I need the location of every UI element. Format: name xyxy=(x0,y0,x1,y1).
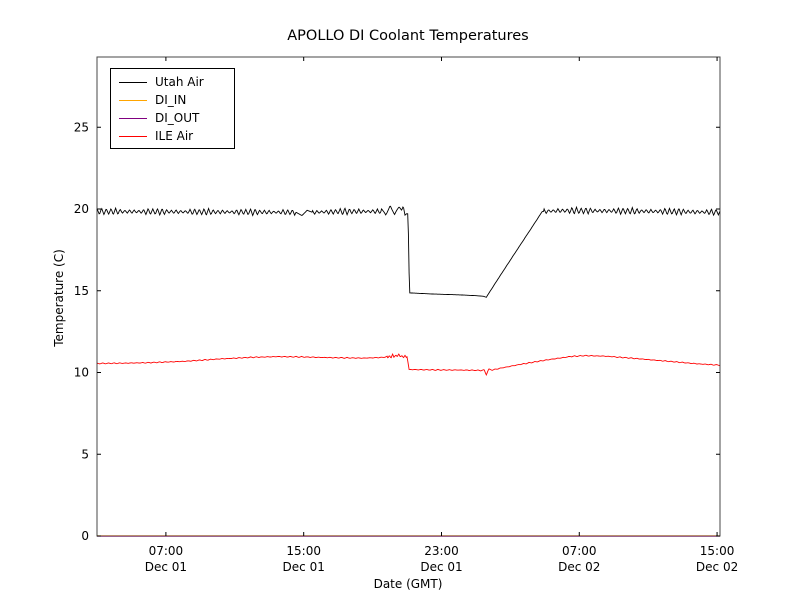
x-tick-label-date: Dec 01 xyxy=(145,560,187,574)
plot-frame xyxy=(96,56,721,537)
y-tick-label: 25 xyxy=(74,120,89,134)
x-tick-label-date: Dec 01 xyxy=(420,560,462,574)
x-tick-label-time: 07:00 xyxy=(149,544,184,558)
legend-item-utah-air: Utah Air xyxy=(119,73,230,91)
x-tick-label-date: Dec 01 xyxy=(283,560,325,574)
legend-line-sample-utah-air xyxy=(119,81,147,83)
legend-label: DI_IN xyxy=(155,93,187,107)
series-line-utah-air xyxy=(96,205,721,298)
axis-tick-labels: 07:00 Dec 01 15:00 Dec 01 23:00 Dec 01 07:00 De… xyxy=(74,120,739,574)
y-axis-label: Temperature (C) xyxy=(52,249,66,348)
axis-ticks xyxy=(97,57,720,537)
legend-item-ile-air: ILE Air xyxy=(119,127,230,145)
legend-label: DI_OUT xyxy=(155,111,200,125)
series-group xyxy=(96,205,721,537)
legend-line-sample-di-out xyxy=(119,117,147,119)
legend-line-sample-di-in xyxy=(119,99,147,101)
x-tick-label-time: 15:00 xyxy=(286,544,321,558)
x-tick-label-time: 23:00 xyxy=(424,544,459,558)
x-axis-label: Date (GMT) xyxy=(374,577,443,591)
chart-title: APOLLO DI Coolant Temperatures xyxy=(287,28,528,44)
x-tick-label-time: 15:00 xyxy=(700,544,735,558)
legend-label: Utah Air xyxy=(155,75,204,89)
legend-line-sample-ile-air xyxy=(119,135,147,137)
y-tick-label: 5 xyxy=(81,447,89,461)
x-tick-label-date: Dec 02 xyxy=(558,560,600,574)
x-tick-label-date: Dec 02 xyxy=(696,560,738,574)
y-tick-label: 0 xyxy=(81,529,89,543)
y-tick-label: 10 xyxy=(74,366,89,380)
y-tick-label: 15 xyxy=(74,284,89,298)
legend-label: ILE Air xyxy=(155,129,194,143)
legend: Utah Air DI_IN DI_OUT ILE Air xyxy=(110,68,235,149)
x-tick-label-time: 07:00 xyxy=(562,544,597,558)
y-tick-label: 20 xyxy=(74,202,89,216)
bottom-spine-tint xyxy=(97,535,720,537)
series-line-ile-air xyxy=(96,352,720,377)
legend-item-di-in: DI_IN xyxy=(119,91,230,109)
legend-item-di-out: DI_OUT xyxy=(119,109,230,127)
